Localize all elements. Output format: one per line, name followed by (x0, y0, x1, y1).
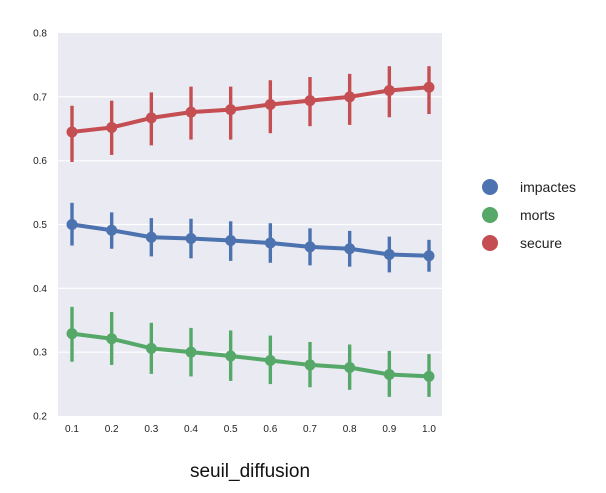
data-point (145, 231, 157, 243)
legend-marker (482, 235, 498, 251)
data-point (264, 354, 276, 366)
data-point (66, 328, 78, 340)
legend: impactes morts secure (482, 179, 576, 251)
x-tick-label: 0.7 (303, 424, 317, 435)
x-tick-label: 1.0 (422, 424, 436, 435)
x-tick-label: 0.5 (224, 424, 238, 435)
y-tick-label: 0.3 (33, 348, 47, 359)
x-axis-label: seuil_diffusion (190, 461, 310, 482)
data-point (344, 243, 356, 255)
data-point (66, 219, 78, 230)
data-point (225, 234, 237, 246)
series-impactes (66, 202, 435, 273)
data-point (383, 369, 395, 381)
legend-label: morts (520, 207, 555, 223)
data-point (225, 350, 237, 362)
data-point (264, 98, 276, 110)
y-tick-label: 0.8 (33, 29, 47, 40)
x-tick-label: 0.9 (382, 424, 396, 435)
data-point (185, 346, 197, 358)
y-tick-label: 0.2 (33, 412, 47, 423)
data-point (264, 237, 276, 249)
x-tick-label: 0.1 (65, 424, 79, 435)
x-tick-label: 0.6 (263, 424, 277, 435)
data-point (383, 249, 395, 261)
legend-label: impactes (520, 179, 576, 195)
y-tick-label: 0.5 (33, 220, 47, 231)
grid-lines (58, 96, 442, 353)
y-axis-ticks: 0.2 0.3 0.4 0.5 0.6 0.7 0.8 (33, 29, 47, 423)
y-tick-label: 0.7 (33, 92, 47, 103)
data-point (304, 95, 316, 107)
data-point (225, 104, 237, 116)
data-point (383, 84, 395, 96)
x-tick-label: 0.8 (343, 424, 357, 435)
legend-label: secure (520, 235, 562, 251)
x-axis-ticks: 0.1 0.2 0.3 0.4 0.5 0.6 0.7 0.8 0.9 1.0 (65, 424, 436, 435)
data-point (66, 126, 78, 138)
legend-marker (482, 179, 498, 195)
data-point (185, 106, 197, 118)
x-tick-label: 0.4 (184, 424, 198, 435)
series-line (70, 85, 431, 134)
data-point (145, 342, 157, 354)
data-point (344, 361, 356, 373)
x-tick-label: 0.3 (144, 424, 158, 435)
series-morts (66, 306, 435, 397)
x-tick-label: 0.2 (105, 424, 119, 435)
legend-marker (482, 207, 498, 223)
data-point (106, 121, 118, 133)
data-point (304, 359, 316, 371)
data-point (423, 81, 435, 93)
y-tick-label: 0.4 (33, 284, 47, 295)
y-tick-label: 0.6 (33, 156, 47, 167)
series-line (70, 222, 431, 258)
data-point (304, 241, 316, 253)
data-point (145, 112, 157, 124)
series-line (70, 331, 431, 379)
series-secure (66, 66, 435, 162)
data-point (423, 370, 435, 382)
data-point (106, 333, 118, 345)
data-point (423, 250, 435, 262)
data-point (344, 91, 356, 103)
data-point (106, 224, 118, 236)
data-point (185, 233, 197, 245)
series-layer (66, 66, 435, 397)
